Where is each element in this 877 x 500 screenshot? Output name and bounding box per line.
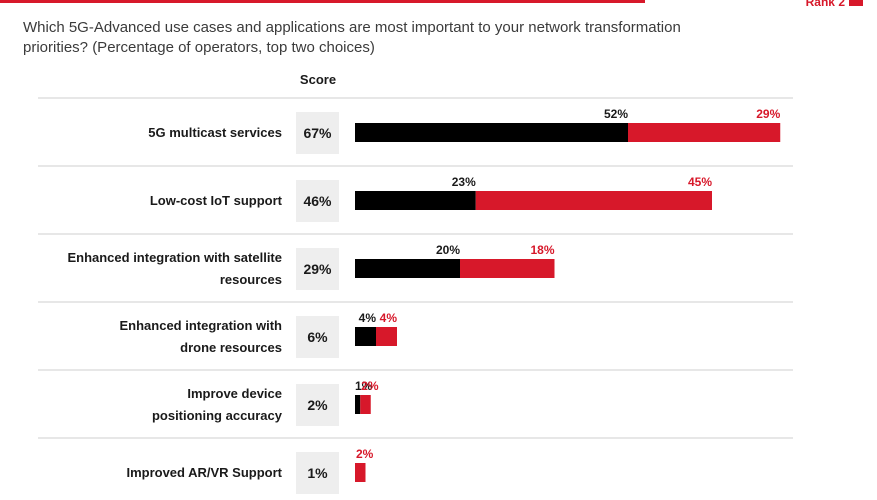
bar-rank1 <box>355 259 460 278</box>
legend-rank2: Rank 2 <box>806 0 863 9</box>
category-label-line: drone resources <box>180 340 282 355</box>
category-label: Improved AR/VR Support <box>126 465 282 480</box>
bar-rank2 <box>628 123 781 142</box>
category-label: Enhanced integration with drone resources <box>119 318 282 355</box>
category-label: Enhanced integration with satellite resou… <box>67 250 282 287</box>
score-box <box>296 180 339 222</box>
score-column-header: Score <box>299 72 337 87</box>
bar-rank2 <box>475 191 712 210</box>
score-value: 1% <box>307 465 328 481</box>
data-label-rank2: 45% <box>688 175 712 189</box>
score-box <box>296 452 339 494</box>
score-value: 67% <box>303 125 332 141</box>
data-label-rank1: 20% <box>436 243 460 257</box>
data-label-rank1: 1% <box>355 379 373 393</box>
score-value: 29% <box>303 261 332 277</box>
top-rule <box>0 0 645 3</box>
data-label-rank1: 23% <box>452 175 476 189</box>
score-value: 6% <box>307 329 328 345</box>
bar-rank2 <box>360 395 371 414</box>
data-label-rank2: 18% <box>530 243 554 257</box>
bar-rank1 <box>355 327 376 346</box>
category-label-line: Enhanced integration with <box>119 318 282 333</box>
score-value: 2% <box>307 397 328 413</box>
category-label: Low-cost IoT support <box>150 193 283 208</box>
bar-rank2 <box>376 327 397 346</box>
data-label-rank1: 52% <box>604 107 628 121</box>
category-label-line: Enhanced integration with satellite <box>67 250 282 265</box>
score-box <box>296 112 339 154</box>
score-box <box>296 316 339 358</box>
data-label-rank2: 2% <box>356 447 374 461</box>
data-label-rank2: 4% <box>380 311 398 325</box>
bar-rank2 <box>355 463 366 482</box>
bar-rank1 <box>355 123 628 142</box>
bar-rank2 <box>460 259 555 278</box>
legend-rank2-label: Rank 2 <box>805 0 845 9</box>
category-label: Improve device positioning accuracy <box>152 386 283 423</box>
data-label-rank2: 29% <box>756 107 780 121</box>
chart-question: Which 5G-Advanced use cases and applicat… <box>23 19 681 56</box>
score-box <box>296 384 339 426</box>
score-value: 46% <box>303 193 332 209</box>
category-label-line: resources <box>220 272 282 287</box>
bar-rank1 <box>355 395 361 414</box>
category-label-line: positioning accuracy <box>152 408 283 423</box>
data-label-rank1: 4% <box>359 311 377 325</box>
category-label-line: Improve device <box>187 386 282 401</box>
category-label: 5G multicast services <box>148 125 282 140</box>
bar-rank1 <box>355 191 476 210</box>
legend-rank2-swatch <box>849 0 863 6</box>
score-box <box>296 248 339 290</box>
data-label-rank2: 2% <box>361 379 379 393</box>
